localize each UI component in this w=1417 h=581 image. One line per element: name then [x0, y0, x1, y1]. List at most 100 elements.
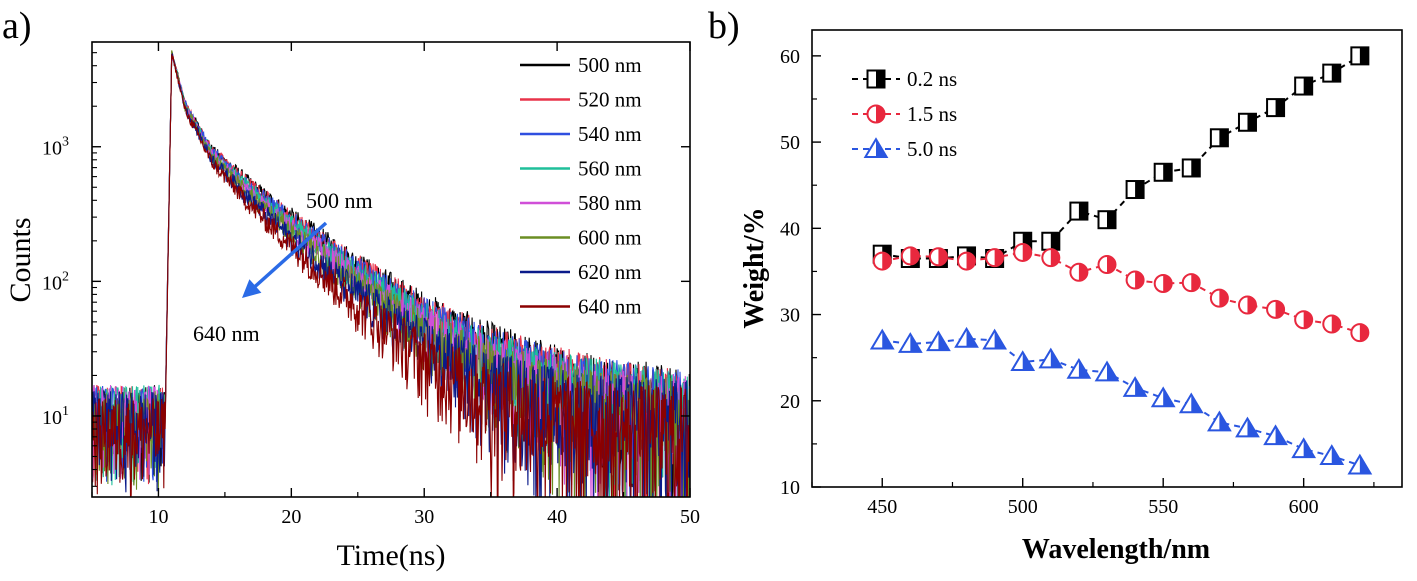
data-point-half-triangle — [1094, 360, 1120, 382]
data-point-half-triangle — [1038, 347, 1064, 369]
panel-b-y-axis-label: Weight/% — [739, 207, 770, 328]
data-point-half-triangle — [1010, 350, 1036, 372]
data-point-half-triangle — [1319, 444, 1345, 465]
x-tick-label: 40 — [547, 506, 567, 528]
data-point-half-circle — [1350, 323, 1370, 343]
data-point-half-square — [1041, 231, 1061, 251]
x-tick-label: 600 — [1289, 496, 1319, 518]
panel-b-legend: 0.2 ns 1.5 ns 5.0 ns — [852, 67, 957, 161]
y-tick-label: 40 — [780, 218, 800, 240]
y-tick-label: 101 — [42, 404, 69, 429]
data-point-half-square — [1237, 112, 1257, 132]
x-tick-label: 500 — [1008, 496, 1038, 518]
data-point-half-circle — [957, 251, 977, 271]
data-point-half-triangle — [926, 330, 951, 352]
panel-b-x-axis-label: Wavelength/nm — [1022, 534, 1210, 565]
panel-a: a) 10 20 30 40 50 101 102 103 500 nm 520 nm 540 n… — [2, 5, 700, 572]
data-point-half-circle — [1237, 295, 1257, 315]
y-tick-label: 50 — [780, 132, 800, 154]
data-point-half-square — [1266, 98, 1286, 118]
data-point-half-square — [1125, 180, 1145, 200]
x-tick-label: 30 — [414, 506, 434, 528]
x-tick-label: 10 — [148, 506, 168, 528]
legend-label: 500 nm — [578, 53, 642, 77]
panel-a-frame — [91, 41, 691, 498]
data-point-half-square — [1350, 46, 1370, 66]
panel-b-series — [869, 46, 1373, 475]
legend-label: 640 nm — [578, 295, 642, 319]
data-point-half-circle — [1097, 255, 1117, 275]
data-point-half-circle — [1181, 273, 1201, 293]
x-tick-label: 550 — [1148, 496, 1178, 518]
y-tick-label: 20 — [780, 391, 800, 413]
legend-label: 620 nm — [578, 260, 642, 284]
data-point-half-circle — [1153, 274, 1173, 294]
legend-label: 520 nm — [578, 88, 642, 112]
arrow-start-label: 500 nm — [306, 188, 373, 213]
data-point-half-square — [1209, 128, 1229, 148]
panel-a-legend: 500 nm 520 nm 540 nm 560 nm 580 nm 600 nm 620 … — [520, 53, 642, 319]
panel-a-x-axis-label: Time(ns) — [337, 539, 446, 572]
data-point-half-circle — [1322, 314, 1342, 334]
data-point-half-circle — [1013, 242, 1033, 262]
arrow-end-label: 640 nm — [193, 321, 260, 346]
series-line-1.5-ns — [882, 251, 1361, 334]
legend-label: 0.2 ns — [907, 67, 957, 91]
data-point-half-triangle — [1235, 416, 1260, 438]
data-point-half-triangle — [897, 332, 923, 353]
x-tick-label: 20 — [281, 506, 301, 528]
legend-label: 560 nm — [578, 157, 642, 181]
data-point-half-triangle — [1291, 437, 1317, 459]
x-tick-label: 50 — [680, 506, 700, 528]
data-point-half-triangle — [1206, 410, 1232, 432]
panel-b-frame — [811, 29, 1403, 488]
data-point-half-circle — [1209, 288, 1229, 308]
panel-a-ticks: 10 20 30 40 50 101 102 103 — [42, 41, 700, 528]
data-point-half-triangle — [1150, 386, 1176, 408]
data-point-half-circle — [872, 251, 892, 271]
data-point-half-square — [1322, 63, 1342, 83]
panel-b-ticks: 450 500 550 600 10 20 30 40 50 60 — [780, 46, 1375, 518]
data-point-half-circle — [1041, 248, 1061, 268]
legend-label: 580 nm — [578, 191, 642, 215]
series-line-640-nm — [92, 54, 690, 497]
panel-a-y-axis-label: Counts — [4, 217, 37, 302]
data-point-half-square — [1181, 158, 1201, 178]
data-point-half-circle — [866, 104, 886, 124]
data-point-half-triangle — [1347, 453, 1373, 475]
x-tick-label: 450 — [867, 496, 897, 518]
data-point-half-square — [1153, 162, 1173, 182]
data-point-half-square — [866, 69, 886, 89]
legend-label: 5.0 ns — [907, 137, 957, 161]
data-point-half-triangle — [1066, 357, 1092, 379]
legend-label: 1.5 ns — [907, 102, 957, 126]
data-point-half-triangle — [954, 326, 979, 348]
data-point-half-circle — [1266, 299, 1286, 319]
series-line-600-nm — [92, 50, 690, 497]
wavelength-arrow — [248, 221, 328, 293]
legend-label: 540 nm — [578, 122, 642, 146]
data-point-half-triangle — [1263, 424, 1288, 446]
data-point-half-triangle — [869, 328, 895, 350]
panel-b-label: b) — [708, 5, 740, 47]
wavelength-arrow-head — [242, 279, 262, 298]
y-tick-label: 30 — [780, 305, 800, 327]
data-point-half-circle — [928, 247, 948, 267]
y-tick-label: 102 — [42, 269, 69, 294]
data-point-half-circle — [900, 246, 920, 266]
data-point-half-triangle — [863, 137, 889, 159]
panel-a-annotation: 500 nm 640 nm — [193, 188, 373, 346]
data-point-half-triangle — [1178, 392, 1204, 414]
legend-label: 600 nm — [578, 226, 642, 250]
series-line-5.0-ns — [882, 337, 1361, 467]
panel-a-label: a) — [2, 5, 32, 47]
panel-a-series — [92, 50, 690, 497]
data-point-half-square — [1097, 210, 1117, 230]
data-point-half-square — [1294, 76, 1314, 96]
data-point-half-circle — [1294, 310, 1314, 330]
data-point-half-triangle — [982, 328, 1008, 350]
y-tick-label: 10 — [780, 477, 800, 499]
panel-b: b) 450 500 550 600 10 20 30 40 50 60 0.2 ns 1.5 ns… — [708, 5, 1403, 565]
data-point-half-triangle — [1122, 376, 1148, 397]
